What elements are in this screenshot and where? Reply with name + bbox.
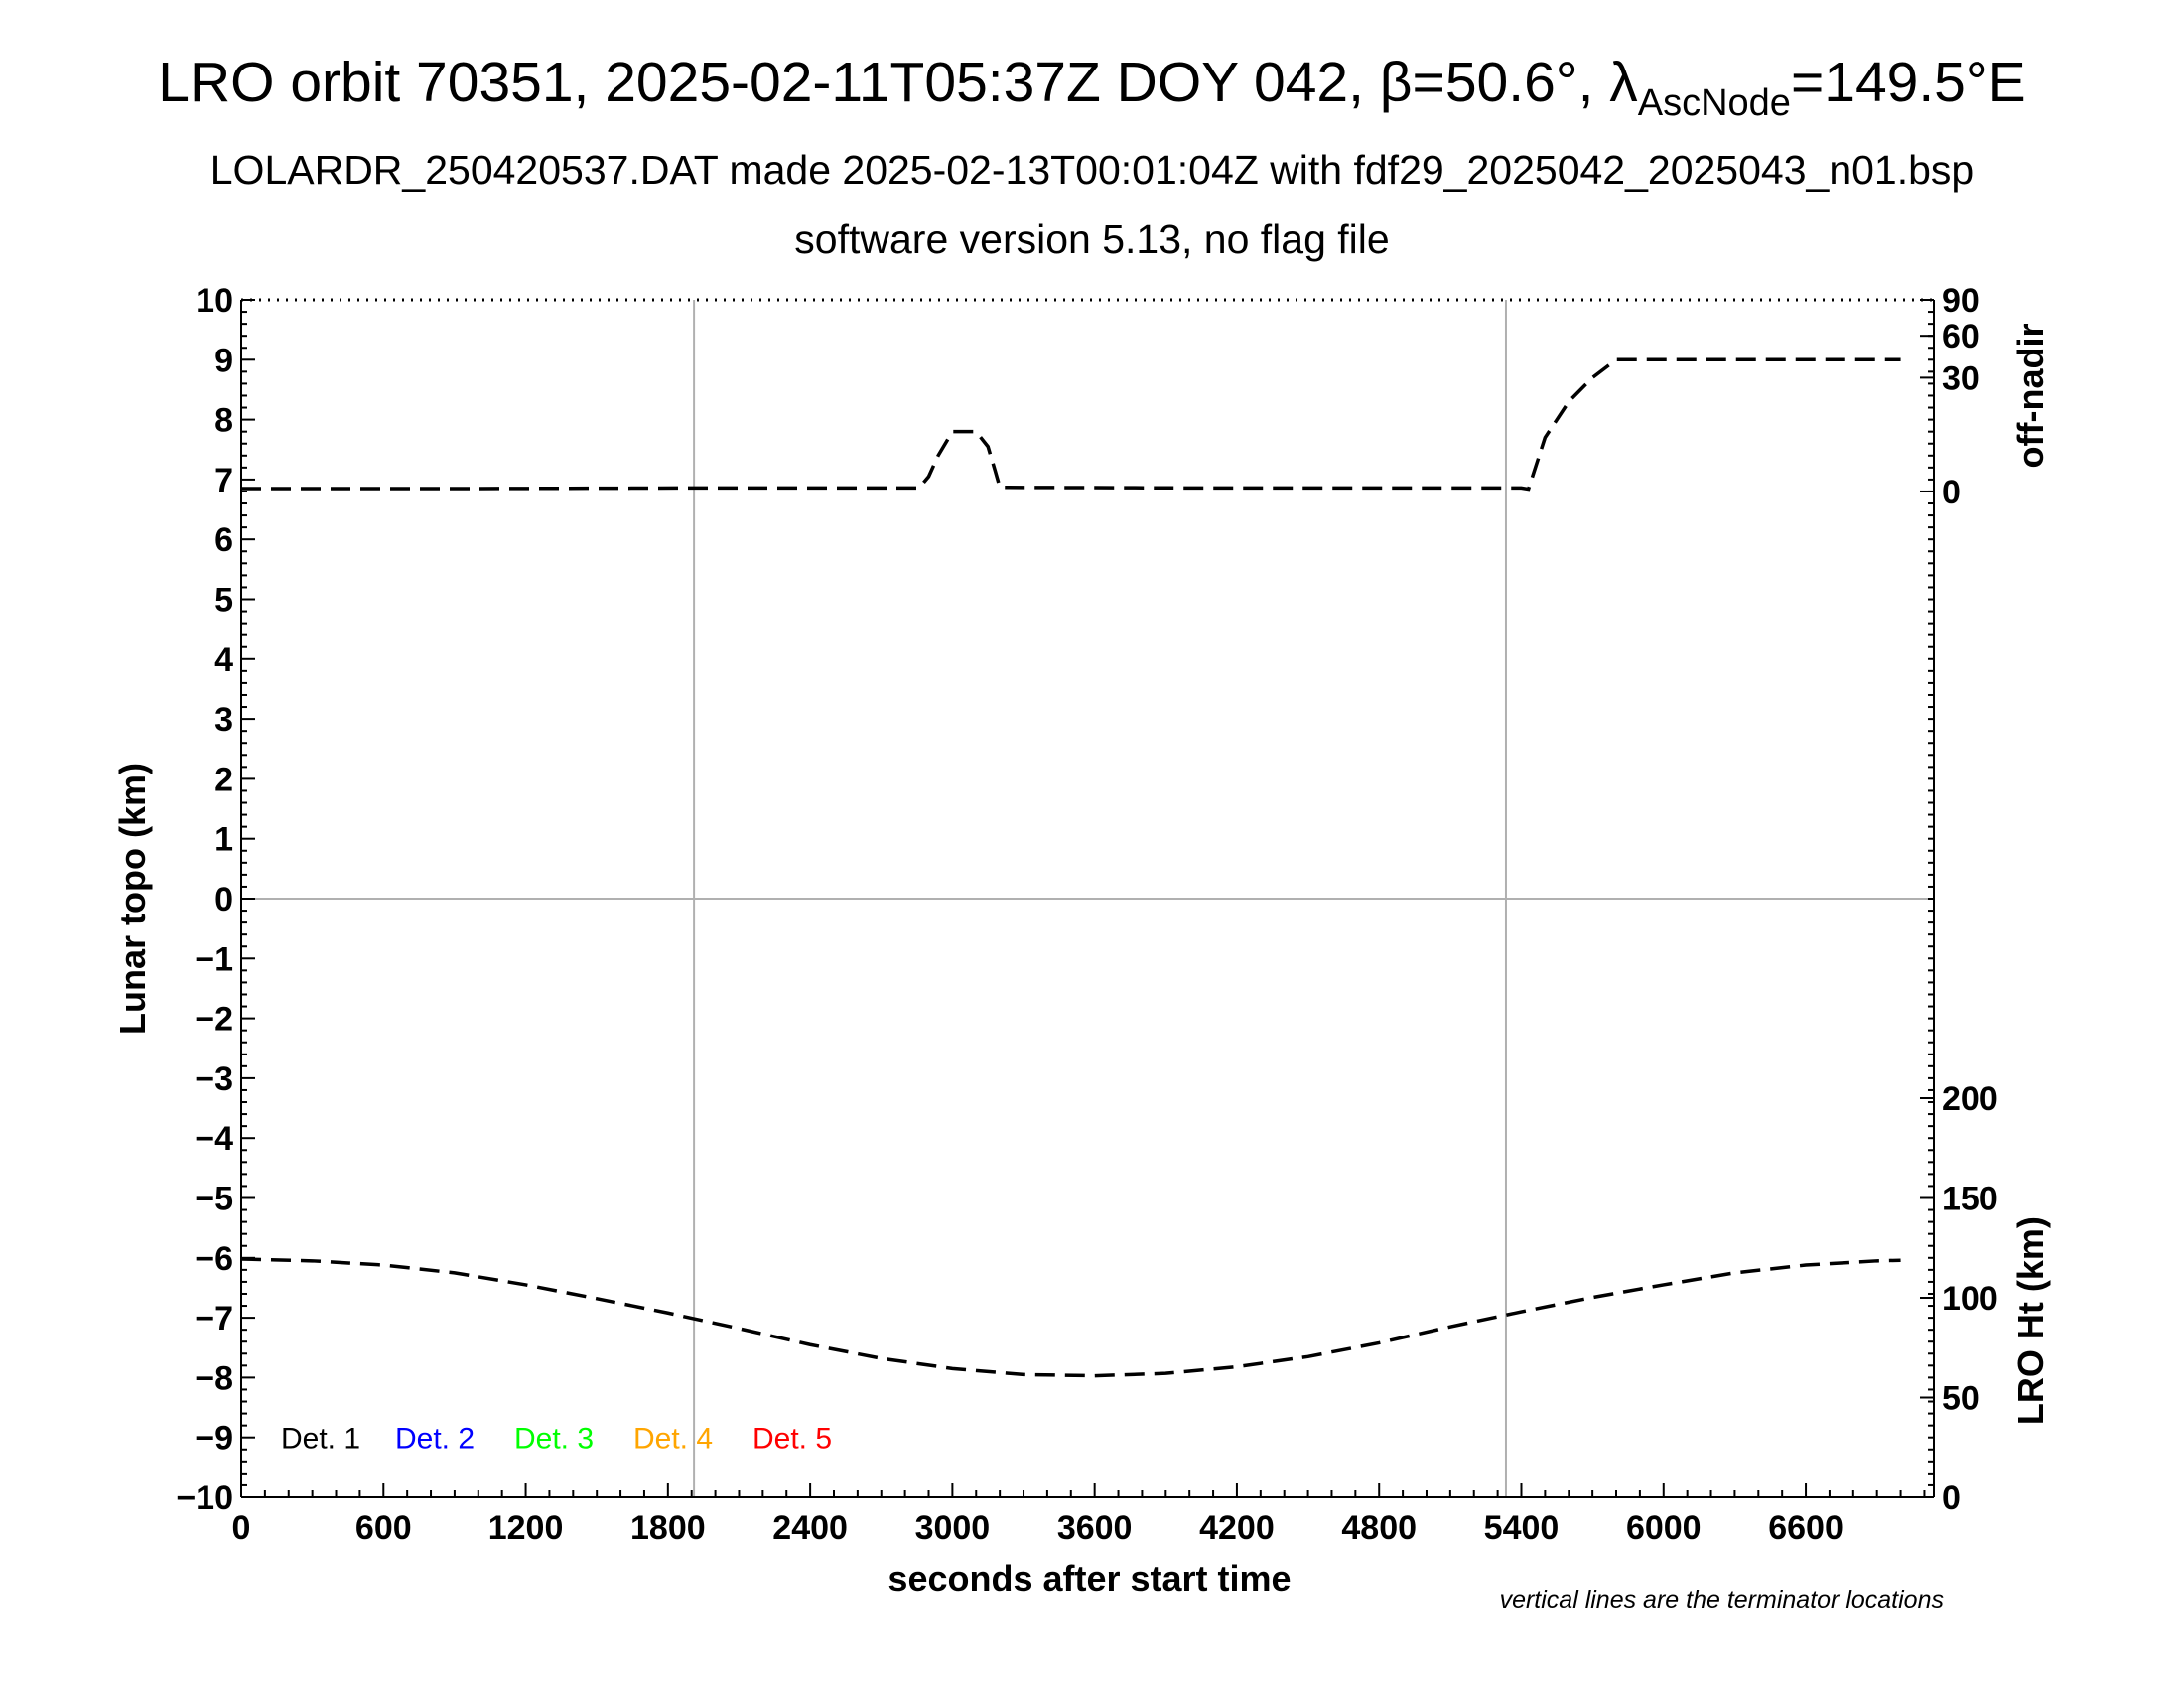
offnadir-tick-label: 30 <box>1942 359 1979 397</box>
x-tick-label: 2400 <box>772 1509 848 1547</box>
chart-title-tail: =149.5°E <box>1790 51 2026 114</box>
legend-item: Det. 5 <box>752 1423 832 1456</box>
y-tick-label: 0 <box>214 881 233 918</box>
y-tick-label: 5 <box>214 582 233 620</box>
y-tick-label: 7 <box>214 462 233 499</box>
y-tick-label: 3 <box>214 701 233 739</box>
y-tick-label: −10 <box>176 1479 233 1517</box>
x-tick-label: 3600 <box>1057 1509 1133 1547</box>
series-line-2 <box>240 1257 1901 1378</box>
height-axis-title: LRO Ht (km) <box>2010 1216 2051 1425</box>
height-tick-label: 50 <box>1942 1380 1979 1418</box>
y-tick-label: −1 <box>195 940 233 978</box>
x-tick-label: 4200 <box>1199 1509 1275 1547</box>
offnadir-axis-title: off-nadir <box>2010 323 2051 468</box>
chart-subtitle: LOLARDR_250420537.DAT made 2025-02-13T00… <box>209 147 1975 193</box>
y-tick-label: 2 <box>214 761 233 798</box>
y-tick-label: −6 <box>195 1240 233 1278</box>
y-tick-label: 4 <box>214 641 233 679</box>
y-tick-label: −2 <box>195 1001 233 1039</box>
y-tick-label: 8 <box>214 402 233 440</box>
x-tick-label: 5400 <box>1484 1509 1560 1547</box>
x-tick-label: 600 <box>355 1509 412 1547</box>
y-tick-label: −4 <box>195 1120 233 1158</box>
y-tick-label: 10 <box>196 282 233 320</box>
y-tick-label: −3 <box>195 1060 233 1098</box>
chart-title: LRO orbit 70351, 2025-02-11T05:37Z DOY 0… <box>0 50 2184 125</box>
chart-title-subscript: AscNode <box>1637 82 1791 124</box>
legend-item: Det. 3 <box>514 1423 594 1456</box>
y-tick-label: −9 <box>195 1420 233 1458</box>
terminator-note: vertical lines are the terminator locati… <box>1500 1586 1944 1614</box>
x-tick-label: 1200 <box>488 1509 564 1547</box>
legend-item: Det. 2 <box>395 1423 475 1456</box>
x-tick-label: 1800 <box>630 1509 706 1547</box>
x-axis-title: seconds after start time <box>887 1558 1291 1599</box>
legend-item: Det. 4 <box>633 1423 713 1456</box>
y-tick-label: 9 <box>214 342 233 379</box>
x-tick-label: 6000 <box>1626 1509 1702 1547</box>
offnadir-tick-label: 90 <box>1942 282 1979 320</box>
offnadir-tick-label: 60 <box>1942 318 1979 355</box>
y-tick-label: −5 <box>195 1181 233 1218</box>
y-tick-label: −7 <box>195 1300 233 1337</box>
chart-subtitle-2: software version 5.13, no flag file <box>794 216 1390 262</box>
height-tick-label: 150 <box>1942 1181 1998 1218</box>
height-tick-label: 200 <box>1942 1080 1998 1118</box>
x-tick-label: 6600 <box>1768 1509 1843 1547</box>
y-tick-label: 1 <box>214 821 233 859</box>
height-tick-label: 0 <box>1942 1479 1961 1517</box>
chart-title-main: LRO orbit 70351, 2025-02-11T05:37Z DOY 0… <box>158 51 1638 114</box>
x-tick-label: 0 <box>232 1509 251 1547</box>
series-line-1 <box>241 357 1901 492</box>
height-tick-label: 100 <box>1942 1280 1998 1318</box>
offnadir-tick-label: 0 <box>1942 474 1961 511</box>
y-tick-label: −8 <box>195 1359 233 1397</box>
legend-item: Det. 1 <box>281 1423 360 1456</box>
x-tick-label: 4800 <box>1341 1509 1417 1547</box>
x-tick-label: 3000 <box>915 1509 991 1547</box>
y-tick-label: 6 <box>214 521 233 559</box>
y-axis-title: Lunar topo (km) <box>112 763 153 1035</box>
